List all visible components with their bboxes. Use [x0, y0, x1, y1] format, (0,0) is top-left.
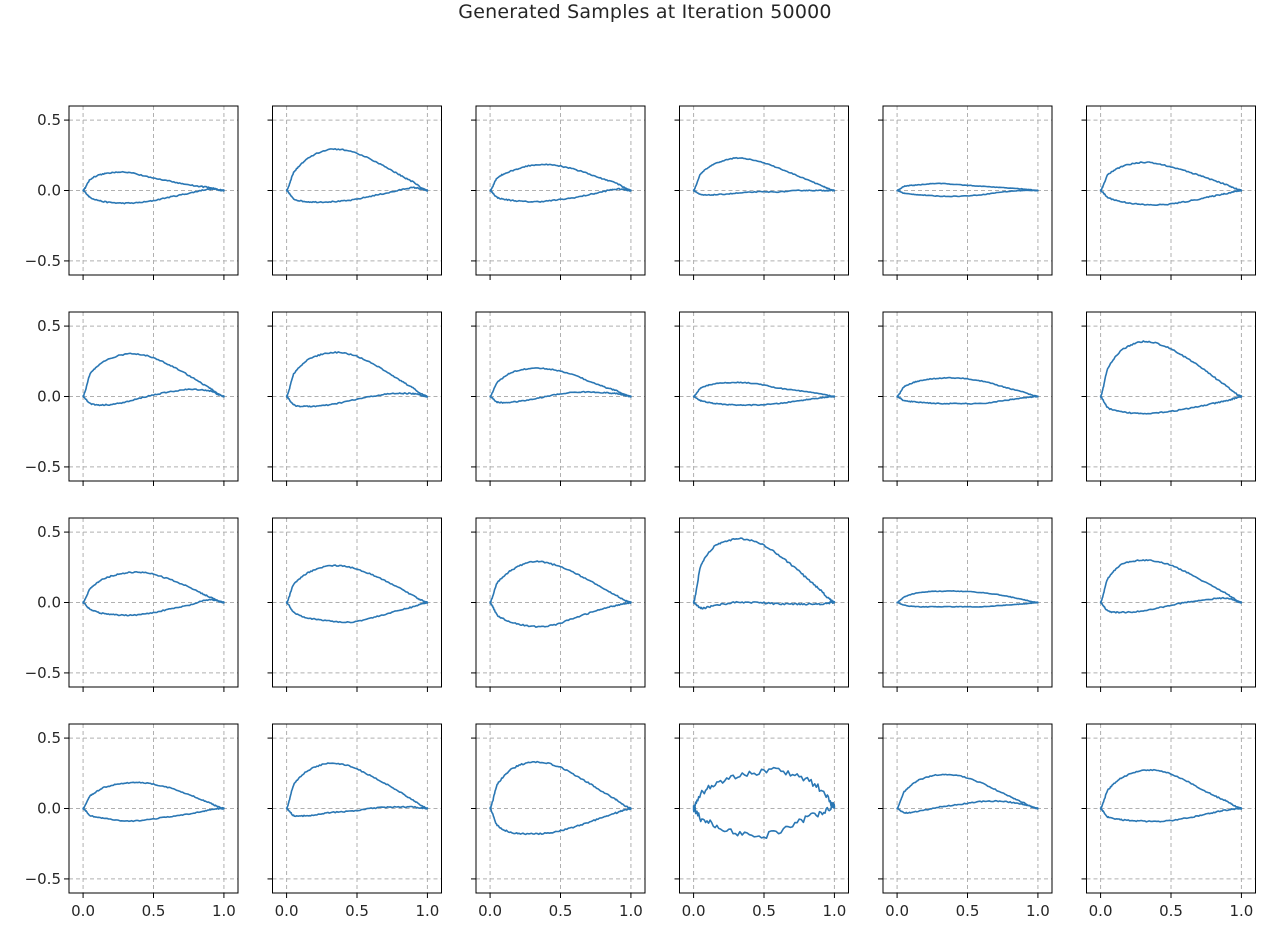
subplot-panel: [878, 311, 1053, 486]
x-tick-label: 1.0: [1026, 902, 1050, 920]
y-tick-label: −0.5: [25, 870, 61, 888]
subplot-panel: [471, 105, 646, 280]
y-tick-label: −0.5: [25, 664, 61, 682]
subplot-panel: 0.0 0.5 1.0: [1081, 723, 1256, 920]
x-tick-label: 0.0: [478, 902, 502, 920]
airfoil-line: [896, 773, 1039, 814]
subplot-panel: [267, 517, 442, 692]
y-tick-label: 0.0: [37, 800, 61, 818]
y-tick-label: 0.0: [37, 182, 61, 200]
subplot-panel: 0.0 0.5 1.0: [267, 723, 442, 920]
x-tick-label: 0.5: [1159, 902, 1183, 920]
airfoil-line: [896, 376, 1039, 405]
x-tick-label: 0.5: [142, 902, 166, 920]
airfoil-line: [1099, 768, 1243, 823]
airfoil-line: [285, 762, 429, 818]
x-tick-label: 0.5: [956, 902, 980, 920]
figure-title: Generated Samples at Iteration 50000: [458, 1, 832, 23]
y-tick-label: 0.0: [37, 594, 61, 612]
subplot-panel: [1081, 105, 1256, 280]
subplot-panel: [674, 517, 849, 692]
airfoil-line: [692, 766, 836, 839]
x-tick-label: 1.0: [619, 902, 643, 920]
y-tick-label: 0.5: [37, 523, 61, 541]
subplot-panel: [1081, 517, 1256, 692]
y-tick-label: 0.5: [37, 729, 61, 747]
airfoil-line: [489, 560, 632, 628]
airfoil-line: [489, 367, 632, 404]
x-tick-label: 0.0: [1089, 902, 1113, 920]
subplot-panel: [267, 105, 442, 280]
subplot-panel: [267, 311, 442, 486]
subplot-panel: 0.5 0.0 −0.5 0.0 0.5 1.0: [25, 723, 239, 920]
x-tick-label: 1.0: [415, 902, 439, 920]
airfoil-line: [1099, 340, 1243, 415]
airfoil-line: [896, 182, 1039, 198]
y-tick-label: 0.5: [37, 111, 61, 129]
airfoil-line: [82, 571, 225, 617]
y-tick-label: 0.5: [37, 317, 61, 335]
airfoil-line: [1099, 559, 1243, 614]
airfoil-line: [285, 148, 429, 204]
x-tick-label: 1.0: [212, 902, 236, 920]
airfoil-line: [489, 760, 632, 836]
subplot-panel: 0.5 0.0 −0.5: [25, 105, 239, 280]
airfoil-line: [82, 781, 225, 823]
x-tick-label: 1.0: [822, 902, 846, 920]
subplot-panel: [1081, 311, 1256, 486]
airfoil-line: [1099, 161, 1243, 206]
airfoil-line: [896, 590, 1039, 608]
x-tick-label: 1.0: [1229, 902, 1253, 920]
x-tick-label: 0.0: [71, 902, 95, 920]
subplot-panel: [471, 517, 646, 692]
x-tick-label: 0.0: [275, 902, 299, 920]
x-tick-label: 0.0: [682, 902, 706, 920]
subplot-panel: 0.5 0.0 −0.5: [25, 517, 239, 692]
airfoil-line: [82, 352, 225, 407]
x-tick-label: 0.0: [885, 902, 909, 920]
subplot-panel: 0.0 0.5 1.0: [878, 723, 1053, 920]
airfoil-line: [692, 156, 836, 196]
airfoil-line: [489, 163, 632, 203]
airfoil-line: [82, 170, 225, 205]
subplot-panel: [471, 311, 646, 486]
airfoil-line: [692, 381, 836, 407]
airfoil-line: [285, 564, 429, 624]
subplot-panel: [878, 105, 1053, 280]
airfoil-line: [692, 537, 836, 610]
subplot-panel: [674, 311, 849, 486]
y-tick-label: −0.5: [25, 252, 61, 270]
subplot-panel: 0.5 0.0 −0.5: [25, 311, 239, 486]
x-tick-label: 0.5: [549, 902, 573, 920]
airfoil-line: [285, 351, 429, 408]
y-tick-label: 0.0: [37, 388, 61, 406]
subplot-panel: 0.0 0.5 1.0: [674, 723, 849, 920]
subplot-panel: [674, 105, 849, 280]
x-tick-label: 0.5: [345, 902, 369, 920]
y-tick-label: −0.5: [25, 458, 61, 476]
x-tick-label: 0.5: [752, 902, 776, 920]
subplot-panel: [878, 517, 1053, 692]
subplot-panel: 0.0 0.5 1.0: [471, 723, 646, 920]
